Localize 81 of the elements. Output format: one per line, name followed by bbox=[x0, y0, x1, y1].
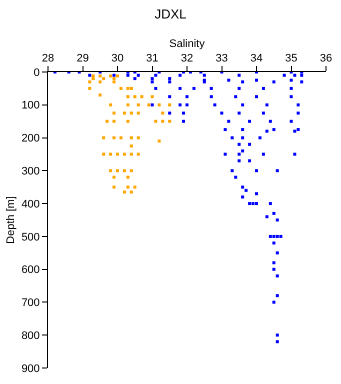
point bbox=[122, 169, 126, 172]
point bbox=[140, 95, 144, 98]
point bbox=[130, 169, 133, 172]
point bbox=[126, 86, 130, 90]
point bbox=[133, 186, 136, 189]
point bbox=[109, 74, 112, 78]
point bbox=[98, 94, 102, 97]
x-tick-label: 33 bbox=[216, 52, 228, 65]
x-tick-label: 34 bbox=[250, 52, 263, 65]
y-axis-title: Depth [m] bbox=[5, 196, 18, 244]
x-tick-label: 31 bbox=[146, 52, 158, 65]
point bbox=[168, 120, 172, 123]
point bbox=[109, 103, 112, 106]
point bbox=[150, 95, 154, 98]
point bbox=[126, 95, 130, 98]
y-tick-label: 700 bbox=[21, 297, 40, 310]
y-tick-label: 100 bbox=[21, 100, 40, 112]
y-tick-label: 800 bbox=[21, 330, 40, 342]
point bbox=[126, 103, 130, 106]
point bbox=[130, 144, 133, 148]
point bbox=[126, 176, 130, 179]
point bbox=[92, 77, 95, 80]
x-tick-label: 35 bbox=[285, 52, 298, 65]
point bbox=[158, 103, 161, 106]
point bbox=[98, 80, 102, 84]
y-tick-label: 0 bbox=[34, 66, 40, 79]
x-tick-label: 28 bbox=[42, 52, 54, 65]
y-tick-label: 900 bbox=[21, 362, 40, 375]
point bbox=[136, 136, 140, 140]
point bbox=[109, 152, 112, 156]
point bbox=[102, 152, 106, 156]
point bbox=[102, 136, 106, 140]
y-tick-label: 300 bbox=[21, 166, 40, 178]
point bbox=[126, 120, 130, 123]
point bbox=[161, 112, 164, 115]
point bbox=[112, 186, 116, 189]
point bbox=[122, 152, 126, 156]
point bbox=[116, 74, 119, 78]
point bbox=[119, 86, 122, 90]
point bbox=[161, 120, 164, 123]
point bbox=[112, 112, 116, 115]
x-axis-title: Salinity bbox=[169, 38, 206, 50]
chart-title: JDXL bbox=[154, 6, 186, 22]
point bbox=[130, 86, 133, 90]
point bbox=[112, 176, 116, 179]
y-tick-label: 200 bbox=[21, 132, 40, 145]
point bbox=[136, 152, 140, 156]
point bbox=[88, 80, 92, 84]
point bbox=[119, 136, 122, 140]
x-tick-label: 36 bbox=[320, 52, 332, 65]
point bbox=[116, 169, 119, 172]
point bbox=[130, 112, 133, 115]
x-tick-label: 32 bbox=[180, 52, 194, 65]
point bbox=[98, 74, 102, 78]
y-tick-label: 600 bbox=[21, 264, 40, 276]
y-tick-label: 500 bbox=[21, 231, 40, 244]
point bbox=[102, 77, 106, 80]
x-tick-label: 30 bbox=[111, 52, 124, 65]
point bbox=[130, 190, 133, 194]
point bbox=[158, 140, 161, 143]
point bbox=[168, 103, 172, 106]
point bbox=[154, 120, 158, 123]
point bbox=[112, 77, 116, 80]
point bbox=[136, 112, 140, 115]
point bbox=[122, 190, 126, 194]
point bbox=[109, 169, 112, 172]
point bbox=[130, 152, 133, 156]
point bbox=[112, 80, 116, 84]
point bbox=[136, 103, 140, 106]
point bbox=[112, 120, 116, 123]
point bbox=[133, 95, 136, 98]
point bbox=[116, 152, 119, 156]
point bbox=[106, 120, 109, 123]
point bbox=[88, 86, 92, 90]
point bbox=[112, 136, 116, 140]
point bbox=[122, 112, 126, 115]
point bbox=[130, 136, 133, 140]
point bbox=[126, 186, 130, 189]
point bbox=[147, 103, 150, 106]
y-tick-label: 400 bbox=[21, 198, 40, 210]
x-tick-label: 29 bbox=[76, 52, 89, 65]
